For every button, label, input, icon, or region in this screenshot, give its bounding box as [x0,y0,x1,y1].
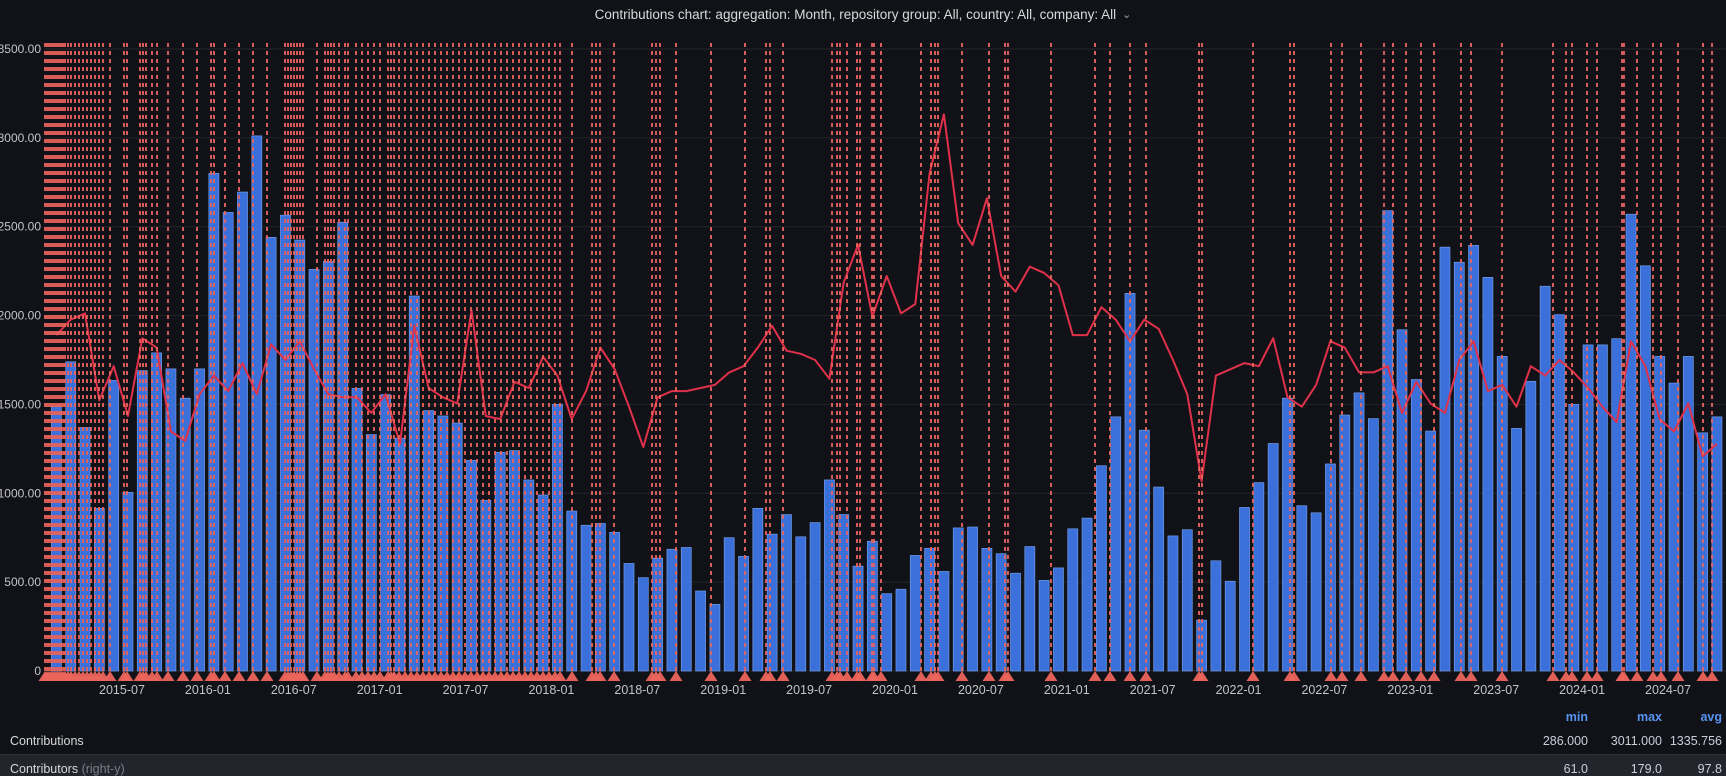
legend-label-contributions[interactable]: Contributions [10,734,84,748]
contributors-max-value: 179.0 [1630,761,1662,776]
contributions-min-value: 286.000 [1542,734,1588,748]
panel-title: Contributions chart: aggregation: Month,… [594,6,1117,22]
svg-text:2018-01: 2018-01 [528,683,574,697]
svg-text:1500.00: 1500.00 [0,397,41,411]
svg-text:2022-07: 2022-07 [1301,683,1347,697]
svg-text:2023-01: 2023-01 [1387,683,1433,697]
svg-text:2024-01: 2024-01 [1559,683,1605,697]
svg-text:3000.00: 3000.00 [0,131,41,145]
svg-text:2018-07: 2018-07 [614,683,660,697]
svg-text:2016-01: 2016-01 [185,683,231,697]
svg-text:3500.00: 3500.00 [0,42,41,56]
contributions-max-value: 3011.000 [1610,734,1662,748]
x-axis-labels: 2015-07 2016-01 2016-07 2017-01 2017-07 2018-… [99,683,1691,697]
svg-text:500.00: 500.00 [4,575,41,589]
annotation-lines [44,43,1713,671]
svg-text:1000.00: 1000.00 [0,486,41,500]
legend-row-contributions: Contributions 286.000 3011.000 1335.756 [0,728,1726,754]
chart-canvas[interactable]: 3500.00 3000.00 2500.00 2000.00 1500.00 1000.… [0,0,1726,706]
svg-text:2500.00: 2500.00 [0,220,41,234]
contributors-avg-value: 97.8 [1697,761,1722,776]
svg-text:2000.00: 2000.00 [0,309,41,323]
legend-row-contributors: Contributors (right-y) 61.0 179.0 97.8 [0,754,1726,776]
svg-text:2020-07: 2020-07 [958,683,1004,697]
stat-header-min[interactable]: min [1565,710,1588,724]
svg-text:2015-07: 2015-07 [99,683,145,697]
svg-text:2023-07: 2023-07 [1473,683,1519,697]
svg-text:2016-07: 2016-07 [271,683,317,697]
legend: min max avg Contributions 286.000 3011.0… [0,706,1726,776]
svg-text:0: 0 [34,664,41,678]
svg-text:2019-07: 2019-07 [786,683,832,697]
stat-header-max[interactable]: max [1636,710,1662,724]
svg-text:2020-01: 2020-01 [872,683,918,697]
chevron-down-icon[interactable]: ⌄ [1122,8,1132,21]
svg-text:2021-01: 2021-01 [1044,683,1090,697]
legend-label-contributors[interactable]: Contributors (right-y) [10,761,125,776]
contributors-line-series [55,113,1718,483]
legend-stats-header: min max avg [0,706,1726,728]
panel-title-bar: Contributions chart: aggregation: Month,… [0,0,1726,28]
svg-text:2017-07: 2017-07 [443,683,489,697]
y-axis-labels: 3500.00 3000.00 2500.00 2000.00 1500.00 1000.… [0,42,41,678]
svg-text:2022-01: 2022-01 [1216,683,1262,697]
svg-text:2024-07: 2024-07 [1645,683,1691,697]
svg-text:2021-07: 2021-07 [1130,683,1176,697]
annotation-triangle-markers [38,671,1719,681]
contributions-avg-value: 1335.756 [1669,734,1722,748]
right-y-tag: (right-y) [81,761,125,776]
svg-text:2017-01: 2017-01 [357,683,403,697]
stat-header-avg[interactable]: avg [1700,710,1722,724]
contributors-min-value: 61.0 [1563,761,1588,776]
svg-text:2019-01: 2019-01 [700,683,746,697]
